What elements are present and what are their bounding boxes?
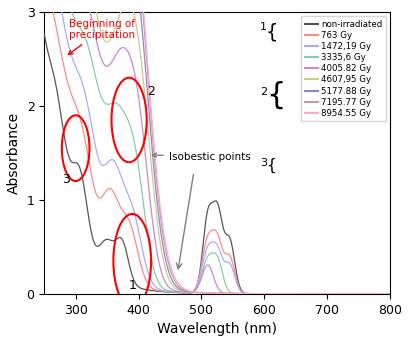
Y-axis label: Absorbance: Absorbance xyxy=(7,112,21,194)
Text: 1: 1 xyxy=(128,279,136,292)
Text: {: { xyxy=(266,22,278,41)
Text: 2: 2 xyxy=(147,85,155,98)
Text: 3: 3 xyxy=(62,173,70,186)
Text: 3: 3 xyxy=(260,158,267,168)
Text: 2: 2 xyxy=(260,87,267,97)
Text: Isobestic points: Isobestic points xyxy=(152,152,250,162)
Text: 1: 1 xyxy=(260,22,267,33)
Text: Beginning of
precipitation: Beginning of precipitation xyxy=(68,19,135,55)
X-axis label: Wavelength (nm): Wavelength (nm) xyxy=(157,322,277,336)
Text: {: { xyxy=(266,81,285,109)
Text: {: { xyxy=(266,158,276,173)
Legend: non-irradiated, 763 Gy, 1472,19 Gy, 3335,6 Gy, 4005.82 Gy, 4607,95 Gy, 5177.88 G: non-irradiated, 763 Gy, 1472,19 Gy, 3335… xyxy=(301,16,386,121)
